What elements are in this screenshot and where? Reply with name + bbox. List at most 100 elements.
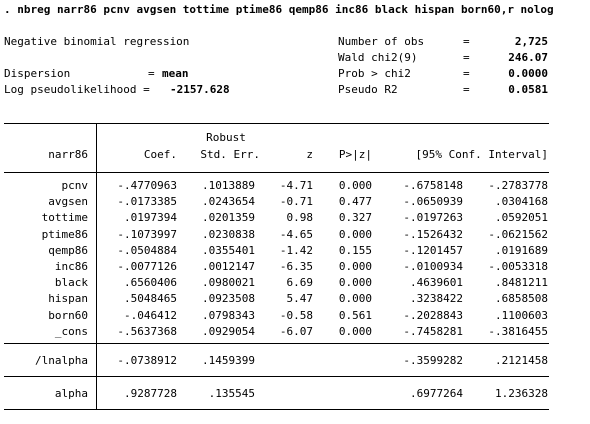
row-coef: .0197394 (124, 211, 177, 224)
stat-label-pseudor2: Pseudo R2 (338, 83, 398, 96)
row-ci-low: -.0650939 (403, 195, 463, 208)
row-stderr: .0243654 (202, 195, 255, 208)
row-ci-high: .6858508 (495, 292, 548, 305)
table-section-rule (4, 343, 549, 344)
row-z: -1.42 (279, 244, 313, 257)
row-variable: _cons (54, 325, 88, 338)
row-coef: .5048465 (124, 292, 177, 305)
row-z: -6.07 (279, 325, 313, 338)
command-line: . nbreg narr86 pcnv avgsen tottime ptime… (4, 3, 554, 16)
row-coef: -.0173385 (117, 195, 177, 208)
row-ci-low: -.6758148 (403, 179, 463, 192)
stat-value-nobs: 2,725 (514, 35, 548, 48)
header-coef: Coef. (143, 148, 177, 161)
stat-eq: = (463, 51, 470, 64)
stat-label-nobs: Number of obs (338, 35, 425, 48)
row-ci-low: -.1526432 (403, 228, 463, 241)
row-z: -6.35 (279, 260, 313, 273)
row-stderr: .0980021 (202, 276, 255, 289)
row-stderr: .0923508 (202, 292, 255, 305)
row-variable: qemp86 (48, 244, 88, 257)
table-top-rule (4, 123, 549, 124)
header-conf-interval: [95% Conf. Interval] (415, 148, 548, 161)
row-z: 0.98 (286, 211, 314, 224)
row-z: -0.58 (279, 309, 313, 322)
row-ci-high: -.0053318 (488, 260, 548, 273)
row-variable: ptime86 (41, 228, 88, 241)
row-ci-high: -.0621562 (488, 228, 548, 241)
model-title: Negative binomial regression (4, 35, 190, 48)
dispersion-label: Dispersion (4, 67, 71, 80)
row-stderr: .0201359 (202, 211, 255, 224)
row-ci-low: -.7458281 (403, 325, 463, 338)
row-z: 5.47 (286, 292, 314, 305)
stat-label-wald: Wald chi2(9) (338, 51, 418, 64)
header-depvar: narr86 (48, 148, 88, 161)
row-variable: tottime (41, 211, 88, 224)
row-pvalue: 0.000 (338, 228, 372, 241)
row-stderr: .0230838 (202, 228, 255, 241)
row-variable: inc86 (54, 260, 88, 273)
lnalpha-se: .1459399 (202, 354, 255, 367)
header-pvalue: P>|z| (338, 148, 372, 161)
header-z: z (306, 148, 313, 161)
row-stderr: .0355401 (202, 244, 255, 257)
row-z: -4.71 (279, 179, 313, 192)
dispersion-value: mean (162, 67, 189, 80)
row-pvalue: 0.000 (338, 179, 372, 192)
row-coef: -.1073997 (117, 228, 177, 241)
row-stderr: .0012147 (202, 260, 255, 273)
row-z: -0.71 (279, 195, 313, 208)
row-variable: born60 (48, 309, 88, 322)
row-coef: -.046412 (124, 309, 177, 322)
row-pvalue: 0.000 (338, 292, 372, 305)
stat-eq: = (463, 35, 470, 48)
dispersion-eq: = (148, 67, 155, 80)
row-ci-low: .3238422 (410, 292, 463, 305)
header-stderr: Std. Err. (200, 148, 260, 161)
alpha-se: .135545 (208, 387, 255, 400)
row-pvalue: 0.000 (338, 325, 372, 338)
row-pvalue: 0.000 (338, 260, 372, 273)
row-coef: .6560406 (124, 276, 177, 289)
row-ci-high: .0304168 (495, 195, 548, 208)
row-pvalue: 0.155 (338, 244, 372, 257)
table-column-divider (96, 123, 97, 409)
table-section-rule (4, 376, 549, 377)
row-ci-low: -.1201457 (403, 244, 463, 257)
loglik-label: Log pseudolikelihood = (4, 83, 150, 96)
table-bottom-rule (4, 409, 549, 410)
stat-value-wald: 246.07 (508, 51, 548, 64)
row-coef: -.4770963 (117, 179, 177, 192)
row-pvalue: 0.477 (338, 195, 372, 208)
row-ci-low: -.0197263 (403, 211, 463, 224)
stat-eq: = (463, 67, 470, 80)
row-ci-high: .0191689 (495, 244, 548, 257)
alpha-coef: .9287728 (124, 387, 177, 400)
row-pvalue: 0.327 (338, 211, 372, 224)
row-stderr: .0798343 (202, 309, 255, 322)
row-ci-low: .4639601 (410, 276, 463, 289)
loglik-value: -2157.628 (170, 83, 230, 96)
alpha-label: alpha (54, 387, 88, 400)
row-stderr: .0929054 (202, 325, 255, 338)
table-header-rule (4, 172, 549, 173)
row-z: 6.69 (286, 276, 314, 289)
alpha-ci-high: 1.236328 (495, 387, 548, 400)
row-ci-high: .0592051 (495, 211, 548, 224)
row-z: -4.65 (279, 228, 313, 241)
row-ci-high: -.2783778 (488, 179, 548, 192)
row-variable: avgsen (48, 195, 88, 208)
stat-value-pseudor2: 0.0581 (508, 83, 548, 96)
stat-value-prob: 0.0000 (508, 67, 548, 80)
row-coef: -.0504884 (117, 244, 177, 257)
header-robust: Robust (206, 131, 246, 144)
row-stderr: .1013889 (202, 179, 255, 192)
lnalpha-ci-high: .2121458 (495, 354, 548, 367)
row-pvalue: 0.561 (338, 309, 372, 322)
row-variable: hispan (48, 292, 88, 305)
row-ci-high: .8481211 (495, 276, 548, 289)
lnalpha-coef: -.0738912 (117, 354, 177, 367)
row-pvalue: 0.000 (338, 276, 372, 289)
row-ci-high: -.3816455 (488, 325, 548, 338)
